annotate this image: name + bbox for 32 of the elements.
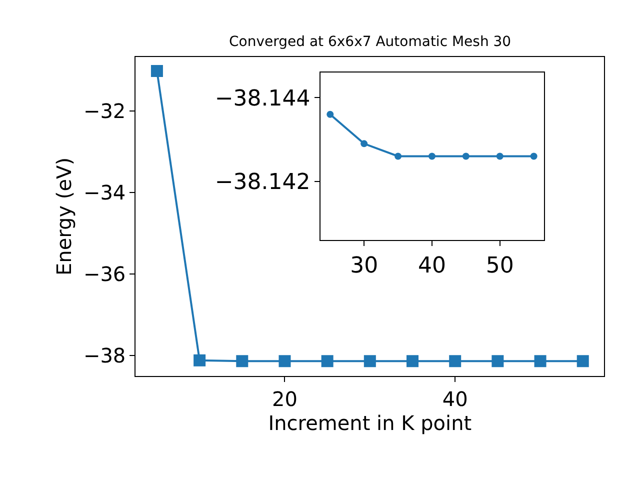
y-tick-label: −36 bbox=[83, 262, 126, 286]
point bbox=[321, 355, 334, 368]
point bbox=[394, 152, 402, 160]
y-axis-title: Energy (eV) bbox=[52, 157, 76, 276]
point bbox=[278, 355, 291, 368]
point bbox=[496, 152, 504, 160]
point bbox=[462, 152, 470, 160]
point bbox=[449, 355, 462, 368]
point bbox=[576, 355, 589, 368]
point bbox=[236, 355, 248, 368]
point bbox=[530, 152, 538, 160]
point bbox=[534, 355, 546, 368]
point bbox=[194, 354, 206, 366]
y-tick-label: −38.144 bbox=[214, 86, 310, 112]
y-tick-label: −32 bbox=[83, 98, 126, 123]
x-tick-label: 30 bbox=[350, 253, 378, 278]
x-axis-title: Increment in K point bbox=[268, 410, 472, 435]
y-tick-label: −34 bbox=[83, 180, 126, 204]
x-tick-label: 50 bbox=[486, 253, 514, 278]
point bbox=[150, 64, 163, 77]
point bbox=[360, 140, 368, 148]
point bbox=[326, 110, 334, 118]
point bbox=[492, 355, 504, 368]
x-tick-label: 40 bbox=[418, 253, 446, 278]
y-tick-label: −38.142 bbox=[214, 170, 310, 196]
point bbox=[428, 152, 436, 160]
x-tick-label: 20 bbox=[272, 386, 298, 411]
point bbox=[406, 355, 419, 368]
chart-title: Converged at 6x6x7 Automatic Mesh 30 bbox=[229, 34, 512, 50]
point bbox=[364, 355, 376, 368]
y-tick-label: −38 bbox=[83, 343, 126, 368]
x-tick-label: 40 bbox=[442, 386, 468, 411]
